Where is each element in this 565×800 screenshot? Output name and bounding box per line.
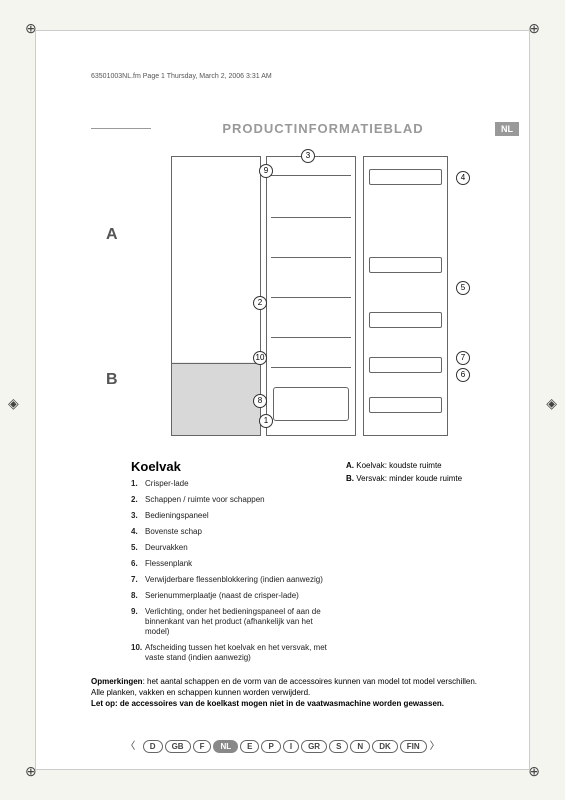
lang-pill-gr[interactable]: GR	[301, 740, 327, 753]
fridge-diagram: 3 9 2 10 8 1 4 5 7 6	[131, 146, 461, 446]
legend-item-number: 1.	[131, 479, 138, 489]
legend-item-number: 6.	[131, 559, 138, 569]
document-page: 63501003NL.fm Page 1 Thursday, March 2, …	[35, 30, 530, 770]
lang-pill-n[interactable]: N	[350, 740, 370, 753]
lang-pill-dk[interactable]: DK	[372, 740, 398, 753]
file-stamp: 63501003NL.fm Page 1 Thursday, March 2, …	[91, 73, 272, 80]
callout-3: 3	[301, 149, 315, 163]
lang-pill-f[interactable]: F	[193, 740, 212, 753]
notes-lead: Opmerkingen	[91, 677, 143, 686]
lang-pill-s[interactable]: S	[329, 740, 348, 753]
title-band: PRODUCTINFORMATIEBLAD NL	[91, 121, 519, 136]
crop-mark-icon: ⊕	[528, 763, 540, 780]
crop-mark-icon: ⊕	[528, 20, 540, 37]
legend-item-number: 7.	[131, 575, 138, 585]
callout-2: 2	[253, 296, 267, 310]
lang-pill-i[interactable]: I	[283, 740, 299, 753]
legend-item-number: 2.	[131, 495, 138, 505]
lang-pill-fin[interactable]: FIN	[400, 740, 427, 753]
legend-a-text: Koelvak: koudste ruimte	[356, 461, 441, 470]
legend-item: 4.Bovenste schap	[131, 527, 331, 537]
legend-a: A. Koelvak: koudste ruimte	[346, 461, 526, 470]
lang-pill-nl[interactable]: NL	[213, 740, 238, 753]
callout-4: 4	[456, 171, 470, 185]
callout-9: 9	[259, 164, 273, 178]
lang-pill-e[interactable]: E	[240, 740, 259, 753]
notes-warning: Let op: de accessoires van de koelkast m…	[91, 699, 444, 708]
legend-item-number: 9.	[131, 607, 138, 617]
section-heading: Koelvak	[131, 459, 181, 474]
section-label-a: A	[106, 226, 118, 244]
callout-8: 8	[253, 394, 267, 408]
lang-pill-gb[interactable]: GB	[165, 740, 191, 753]
legend-item: 7.Verwijderbare flessenblokkering (indie…	[131, 575, 331, 585]
legend-item: 9.Verlichting, onder het bedieningspanee…	[131, 607, 331, 637]
legend-item: 1.Crisper-lade	[131, 479, 331, 489]
legend-item: 6.Flessenplank	[131, 559, 331, 569]
legend-list: 1.Crisper-lade 2.Schappen / ruimte voor s…	[131, 479, 331, 669]
legend-item: 8.Serienummerplaatje (naast de crisper-l…	[131, 591, 331, 601]
legend-b: B. Versvak: minder koude ruimte	[346, 474, 526, 483]
notes-line-2: Alle planken, vakken en schappen kunnen …	[91, 687, 504, 698]
section-label-b: B	[106, 371, 118, 389]
lang-pill-d[interactable]: D	[143, 740, 163, 753]
language-badge: NL	[495, 122, 519, 136]
callout-6: 6	[456, 368, 470, 382]
legend-item: 10.Afscheiding tussen het koelvak en het…	[131, 643, 331, 663]
legend-item-number: 10.	[131, 643, 142, 653]
chevron-right-icon: 〉	[430, 737, 440, 752]
notes-block: Opmerkingen: het aantal schappen en de v…	[91, 676, 504, 710]
fridge-side-view	[171, 156, 261, 436]
callout-7: 7	[456, 351, 470, 365]
legend-item-number: 5.	[131, 543, 138, 553]
legend-item-number: 3.	[131, 511, 138, 521]
page-title: PRODUCTINFORMATIEBLAD	[151, 121, 495, 136]
chevron-left-icon: 〈	[125, 737, 135, 752]
fridge-front-view	[266, 156, 356, 436]
legend-item: 2.Schappen / ruimte voor schappen	[131, 495, 331, 505]
registration-mark-icon: ◈	[546, 395, 557, 412]
legend-item: 5.Deurvakken	[131, 543, 331, 553]
language-selector: 〈 DGBFNLEPIGRSNDKFIN〉	[36, 736, 529, 754]
legend-item-number: 8.	[131, 591, 138, 601]
callout-5: 5	[456, 281, 470, 295]
legend-b-text: Versvak: minder koude ruimte	[356, 474, 462, 483]
callout-10: 10	[253, 351, 267, 365]
legend-item-number: 4.	[131, 527, 138, 537]
legend-item: 3.Bedieningspaneel	[131, 511, 331, 521]
lang-pill-p[interactable]: P	[261, 740, 280, 753]
legend-right: A. Koelvak: koudste ruimte B. Versvak: m…	[346, 461, 526, 487]
registration-mark-icon: ◈	[8, 395, 19, 412]
notes-line-1: : het aantal schappen en de vorm van de …	[143, 677, 477, 686]
callout-1: 1	[259, 414, 273, 428]
crisper-drawer-icon	[273, 387, 349, 421]
title-rule	[91, 128, 151, 129]
fridge-door-view	[363, 156, 448, 436]
